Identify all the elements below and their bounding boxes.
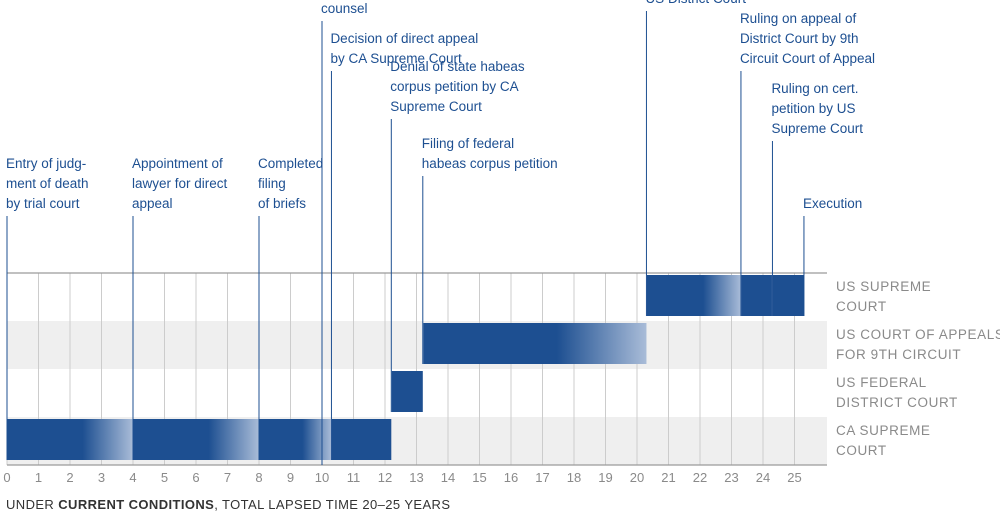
court-label: US FEDERAL DISTRICT COURT bbox=[836, 375, 958, 410]
court-label: US COURT OF APPEALS FOR 9TH CIRCUIT bbox=[836, 327, 1000, 362]
x-tick-label: 0 bbox=[3, 470, 10, 485]
x-tick-label: 23 bbox=[724, 470, 738, 485]
event-label: Denial of state habeas corpus petition by… bbox=[390, 59, 525, 114]
timeline-bar bbox=[646, 275, 741, 316]
event-label-line: Completed bbox=[258, 156, 323, 171]
x-tick-label: 2 bbox=[66, 470, 73, 485]
event-label: Filing of federal habeas corpus petition bbox=[422, 136, 558, 171]
event-label-line: corpus petition by CA bbox=[390, 79, 518, 94]
event-label: Execution bbox=[803, 196, 862, 211]
court-label-line: DISTRICT COURT bbox=[836, 395, 958, 410]
event-label-line: US District Court bbox=[645, 0, 746, 6]
x-tick-label: 14 bbox=[441, 470, 455, 485]
event-label-line: filing bbox=[258, 176, 286, 191]
x-tick-label: 5 bbox=[161, 470, 168, 485]
timeline-bar bbox=[259, 419, 332, 460]
timeline-bar bbox=[391, 371, 423, 412]
event-label-line: Supreme Court bbox=[771, 121, 863, 136]
event-label-line: appeal bbox=[132, 196, 173, 211]
event-label-line: petition by US bbox=[771, 101, 855, 116]
x-tick-label: 8 bbox=[255, 470, 262, 485]
timeline-bar bbox=[133, 419, 259, 460]
event-label-line: lawyer for direct bbox=[132, 176, 228, 191]
court-label: US SUPREME COURT bbox=[836, 279, 931, 314]
court-label-line: COURT bbox=[836, 443, 887, 458]
event-label-line: Appointment of bbox=[132, 156, 223, 171]
event-label: Ruling on cert. petition by US Supreme Cou… bbox=[771, 81, 863, 136]
x-tick-label: 10 bbox=[315, 470, 329, 485]
event-label-line: of briefs bbox=[258, 196, 306, 211]
event-label-line: Execution bbox=[803, 196, 862, 211]
x-tick-label: 24 bbox=[756, 470, 770, 485]
x-tick-label: 6 bbox=[192, 470, 199, 485]
chart-caption: UNDER CURRENT CONDITIONS, TOTAL LAPSED T… bbox=[6, 497, 450, 512]
x-tick-label: 11 bbox=[347, 470, 361, 485]
event-label-line: ment of death bbox=[6, 176, 89, 191]
court-label: CA SUPREME COURT bbox=[836, 423, 931, 458]
court-label-line: CA SUPREME bbox=[836, 423, 931, 438]
event-label-line: Filing of federal bbox=[422, 136, 514, 151]
x-tick-label: 18 bbox=[567, 470, 581, 485]
caption-suffix: , TOTAL LAPSED TIME 20–25 YEARS bbox=[214, 497, 451, 512]
event-label: Ruling on appeal of District Court by 9th… bbox=[740, 11, 875, 66]
court-label-line: US COURT OF APPEALS bbox=[836, 327, 1000, 342]
x-tick-label: 16 bbox=[504, 470, 518, 485]
event-label-line: Denial of state habeas bbox=[390, 59, 525, 74]
x-tick-label: 1 bbox=[35, 470, 42, 485]
event-label-line: Decision of direct appeal bbox=[330, 31, 478, 46]
timeline-bar bbox=[331, 419, 392, 460]
x-tick-label: 4 bbox=[129, 470, 136, 485]
event-label: Entry of judg-ment of death by trial cour… bbox=[6, 156, 89, 211]
court-label-line: US SUPREME bbox=[836, 279, 931, 294]
timeline-bar bbox=[772, 275, 804, 316]
timeline-bar bbox=[740, 275, 773, 316]
event-label-line: Supreme Court bbox=[390, 99, 482, 114]
event-label-line: District Court by 9th bbox=[740, 31, 859, 46]
event-label: Decision of direct appeal by CA Supreme C… bbox=[330, 31, 478, 66]
event-label: Completed filing of briefs bbox=[258, 156, 323, 211]
x-tick-label: 3 bbox=[98, 470, 105, 485]
x-tick-label: 17 bbox=[535, 470, 549, 485]
x-tick-label: 20 bbox=[630, 470, 644, 485]
event-label-line: Circuit Court of Appeal bbox=[740, 51, 875, 66]
event-label: Appointment of lawyer for direct appeal bbox=[132, 156, 228, 211]
event-label-line: counsel bbox=[321, 1, 368, 16]
court-label-line: FOR 9TH CIRCUIT bbox=[836, 347, 961, 362]
timeline-bar bbox=[7, 419, 133, 460]
event-label-line: by CA Supreme Court bbox=[330, 51, 462, 66]
timeline-chart: Entry of judg-ment of death by trial cour… bbox=[3, 0, 1000, 485]
caption-prefix: UNDER bbox=[6, 497, 59, 512]
event-label-line: habeas corpus petition bbox=[422, 156, 558, 171]
court-label-line: US FEDERAL bbox=[836, 375, 927, 390]
event-label-line: Entry of judg- bbox=[6, 156, 86, 171]
x-tick-label: 25 bbox=[787, 470, 801, 485]
event-label-line: by trial court bbox=[6, 196, 80, 211]
x-tick-label: 21 bbox=[661, 470, 675, 485]
x-tick-label: 9 bbox=[287, 470, 294, 485]
x-tick-label: 7 bbox=[224, 470, 231, 485]
court-label-line: COURT bbox=[836, 299, 887, 314]
timeline-bar bbox=[422, 323, 647, 364]
x-tick-label: 15 bbox=[472, 470, 486, 485]
x-tick-label: 22 bbox=[693, 470, 707, 485]
event-label-line: Ruling on appeal of bbox=[740, 11, 857, 26]
event-label-line: Ruling on cert. bbox=[771, 81, 858, 96]
caption-bold: CURRENT CONDITIONS bbox=[58, 497, 215, 512]
x-tick-label: 13 bbox=[409, 470, 423, 485]
x-tick-label: 19 bbox=[598, 470, 612, 485]
x-tick-label: 12 bbox=[378, 470, 392, 485]
